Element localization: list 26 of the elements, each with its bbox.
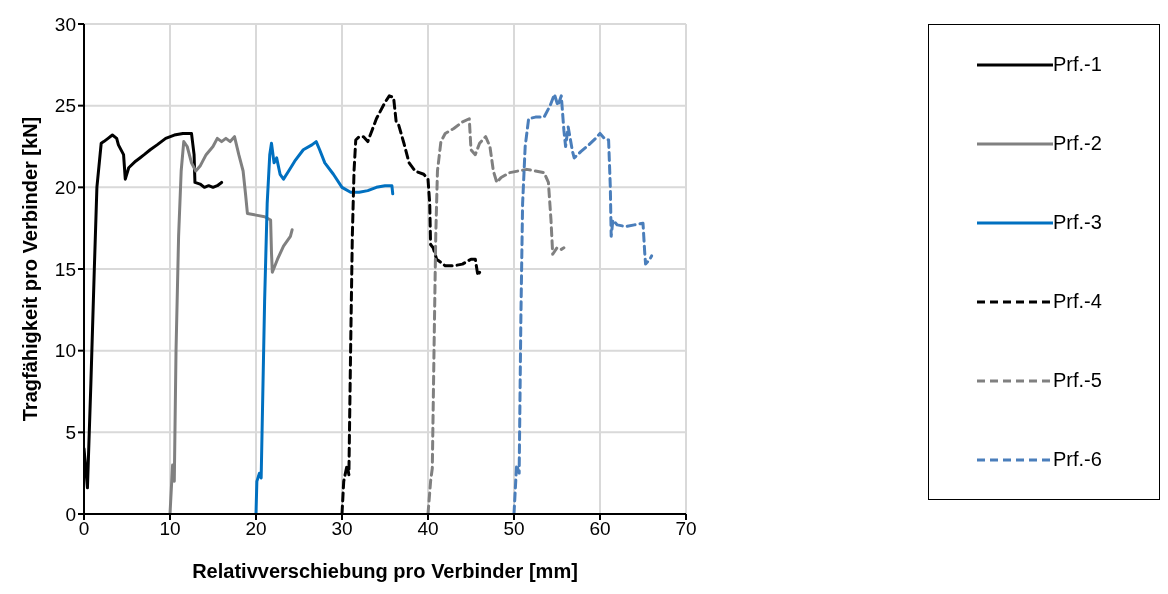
legend-label: Prf.-2 [1053, 132, 1102, 155]
x-tick-label: 70 [675, 518, 697, 540]
x-axis-title: Relativverschiebung pro Verbinder [mm] [192, 560, 578, 583]
line-series [168, 135, 294, 514]
y-tick-label: 25 [54, 95, 76, 117]
y-axis-title: Tragfähigkeit pro Verbinder [kN] [19, 116, 42, 422]
y-tick-label: 15 [54, 258, 76, 280]
legend-label: Prf.-6 [1053, 448, 1102, 471]
y-tick-label: 5 [65, 422, 76, 444]
x-tick-label: 20 [245, 518, 267, 540]
legend-label: Prf.-3 [1053, 211, 1102, 234]
x-tick-label: 30 [331, 518, 353, 540]
y-tick-label: 30 [54, 13, 76, 35]
x-tick-label: 40 [417, 518, 439, 540]
line-series [512, 92, 654, 514]
x-tick-label: 50 [503, 518, 525, 540]
legend-label: Prf.-1 [1053, 53, 1102, 76]
x-tick-label: 60 [589, 518, 611, 540]
legend-label: Prf.-5 [1053, 369, 1102, 392]
y-tick-label: 0 [65, 503, 76, 525]
line-series [426, 117, 566, 514]
y-tick-label: 20 [54, 177, 76, 199]
legend-label: Prf.-4 [1053, 290, 1102, 313]
x-tick-label: 10 [159, 518, 181, 540]
line-series [254, 140, 395, 514]
y-tick-label: 10 [54, 340, 76, 362]
